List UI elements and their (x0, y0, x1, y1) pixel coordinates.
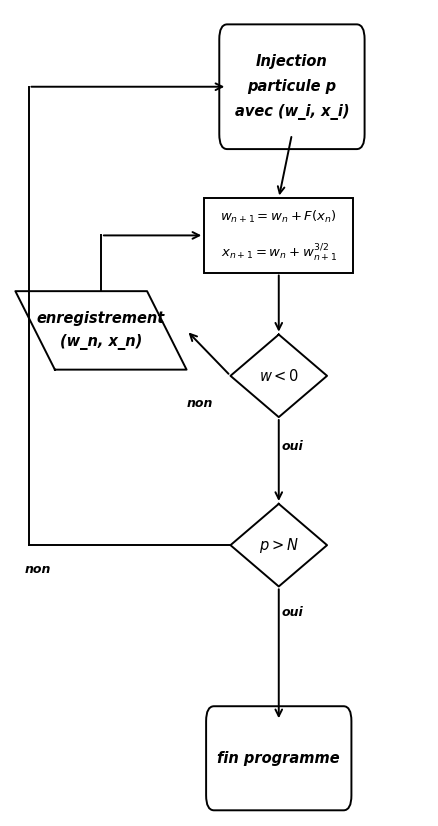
Text: (w_n, x_n): (w_n, x_n) (60, 334, 142, 350)
FancyBboxPatch shape (206, 706, 351, 810)
Text: non: non (186, 396, 212, 410)
FancyBboxPatch shape (219, 24, 364, 149)
Text: particule p: particule p (247, 79, 336, 94)
Text: $x_{n+1} = w_n + w_{n+1}^{3/2}$: $x_{n+1} = w_n + w_{n+1}^{3/2}$ (220, 243, 336, 264)
Text: avec (w_i, x_i): avec (w_i, x_i) (234, 103, 348, 120)
Text: $w < 0$: $w < 0$ (258, 368, 298, 384)
Text: oui: oui (280, 439, 302, 453)
Text: enregistrement: enregistrement (37, 311, 165, 326)
Text: oui: oui (280, 606, 302, 620)
Text: fin programme: fin programme (217, 751, 339, 766)
Bar (204, 198, 353, 273)
Text: $p > N$: $p > N$ (258, 535, 298, 555)
Text: non: non (24, 563, 50, 577)
Text: Injection: Injection (255, 55, 327, 69)
Text: $w_{n+1} = w_n + F(x_n)$: $w_{n+1} = w_n + F(x_n)$ (220, 209, 336, 225)
